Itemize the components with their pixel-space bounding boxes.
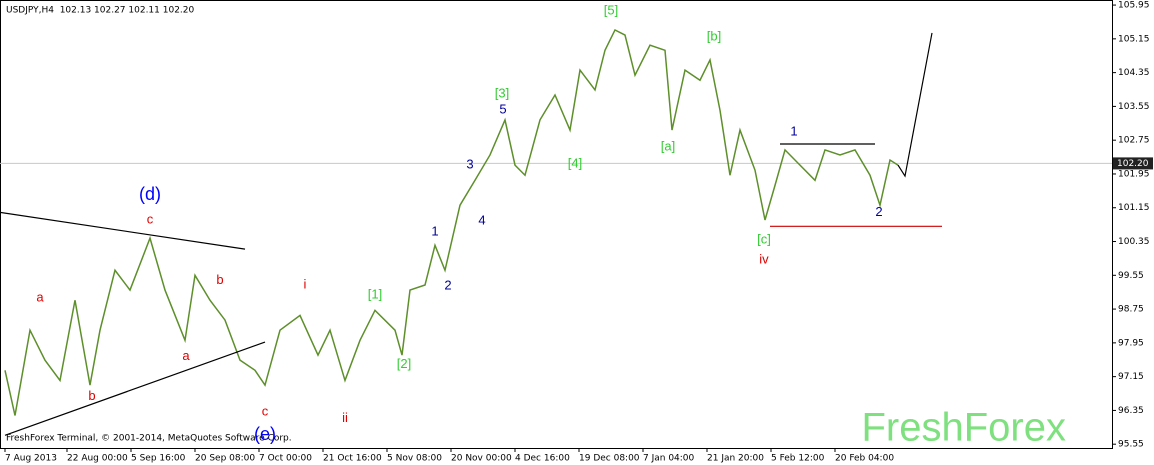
wave-label: (e) — [254, 424, 276, 444]
wave-label: 3 — [466, 157, 473, 172]
x-tick-label: 5 Sep 16:00 — [131, 454, 186, 464]
y-tick-label: 103.55 — [1118, 102, 1150, 112]
wave-label: [a] — [661, 138, 675, 153]
x-tick-label: 5 Feb 12:00 — [771, 454, 825, 464]
wave-label: 1 — [790, 124, 797, 139]
x-tick-label: 20 Sep 08:00 — [195, 454, 255, 464]
y-tick-label: 102.75 — [1118, 136, 1150, 146]
wave-label: c — [262, 404, 269, 419]
y-tick-label: 101.15 — [1118, 203, 1150, 213]
x-tick-label: 21 Oct 16:00 — [323, 454, 382, 464]
chart-title: USDJPY,H4 102.13 102.27 102.11 102.20 — [6, 6, 195, 16]
wave-label: 2 — [875, 204, 882, 219]
wave-label: [b] — [707, 29, 721, 44]
x-tick-label: 21 Jan 20:00 — [707, 454, 764, 464]
wave-label: 2 — [444, 278, 451, 293]
wave-label: i — [304, 276, 307, 291]
drawn-line — [897, 32, 933, 178]
current-price-label: 102.20 — [1117, 159, 1149, 169]
y-tick-label: 98.75 — [1118, 305, 1144, 315]
y-tick-label: 95.55 — [1118, 440, 1144, 450]
drawn-line — [0, 211, 246, 250]
wave-label: 5 — [499, 102, 506, 117]
y-tick-label: 100.35 — [1118, 237, 1150, 247]
x-tick-label: 7 Jan 04:00 — [643, 454, 695, 464]
x-tick-label: 22 Aug 00:00 — [67, 454, 128, 464]
x-tick-label: 19 Dec 08:00 — [579, 454, 640, 464]
y-tick-label: 104.35 — [1118, 68, 1150, 78]
wave-label: [4] — [568, 156, 582, 171]
y-tick-label: 105.15 — [1118, 34, 1150, 44]
wave-label: iv — [759, 252, 769, 267]
y-tick-label: 97.95 — [1118, 338, 1144, 348]
wave-label: 1 — [431, 224, 438, 239]
wave-label: c — [147, 211, 154, 226]
footer: FreshForex Terminal, © 2001-2014, MetaQu… — [6, 434, 292, 444]
wave-label: [3] — [495, 86, 509, 101]
wave-label: (d) — [139, 184, 161, 204]
wave-label: 4 — [478, 213, 485, 228]
plot-frame — [0, 0, 1113, 449]
y-tick-label: 105.95 — [1118, 1, 1150, 11]
wave-label: a — [36, 290, 44, 305]
x-tick-label: 7 Aug 2013 — [5, 454, 57, 464]
y-tick-label: 99.55 — [1118, 271, 1144, 281]
x-tick-label: 20 Nov 00:00 — [451, 454, 512, 464]
watermark: FreshForex — [862, 406, 1067, 450]
drawn-line — [4, 341, 266, 436]
wave-label: b — [216, 272, 223, 287]
wave-label: [2] — [397, 356, 411, 371]
wave-label: [1] — [368, 287, 382, 302]
price-line — [4, 28, 899, 416]
wave-label: b — [88, 388, 95, 403]
wave-label: [c] — [757, 232, 771, 247]
wave-label: a — [182, 348, 190, 363]
y-tick-label: 96.35 — [1118, 406, 1144, 416]
wave-label: ii — [342, 410, 348, 425]
wave-label: [5] — [604, 2, 618, 17]
y-tick-label: 97.15 — [1118, 372, 1144, 382]
y-tick-label: 101.95 — [1118, 169, 1150, 179]
x-tick-label: 5 Nov 08:00 — [387, 454, 442, 464]
current-price-box — [1113, 157, 1153, 170]
x-tick-label: 4 Dec 16:00 — [515, 454, 570, 464]
x-tick-label: 7 Oct 00:00 — [259, 454, 312, 464]
x-tick-label: 20 Feb 04:00 — [835, 454, 894, 464]
